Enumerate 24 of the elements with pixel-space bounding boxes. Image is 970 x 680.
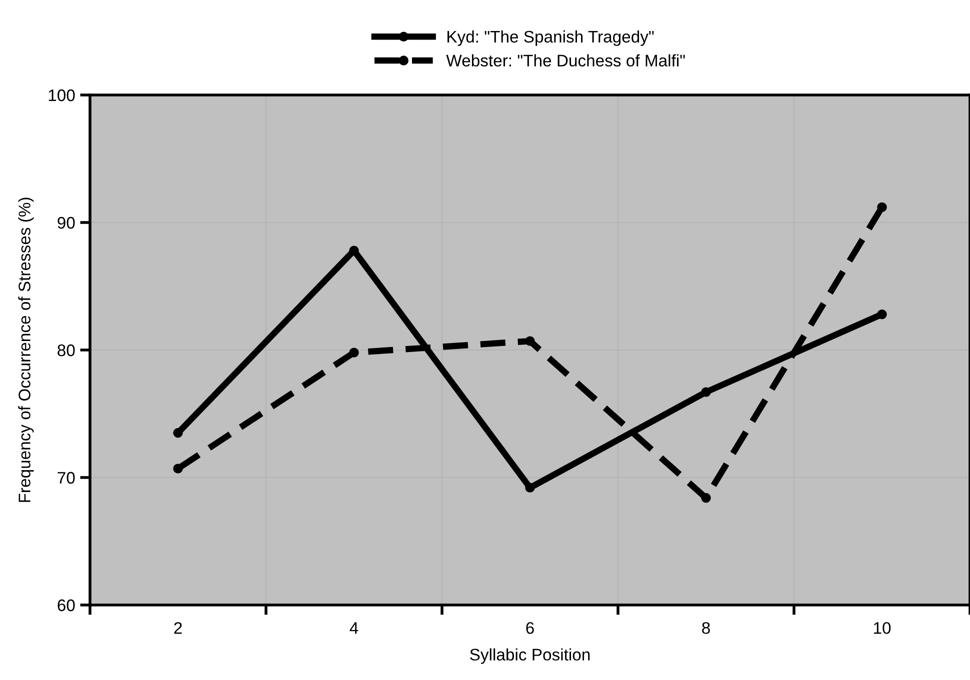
y-tick-label: 60: [58, 599, 75, 612]
point: [701, 387, 711, 397]
point: [349, 348, 359, 358]
legend-label: Kyd: "The Spanish Tragedy": [448, 30, 654, 46]
y-tick-label: 80: [58, 344, 75, 356]
x-axis-title: Syllabic Position: [470, 648, 590, 664]
point: [173, 464, 183, 474]
y-axis-title: Frequency of Occurrence of Stresses (%): [18, 198, 34, 502]
y-tick-label: 70: [58, 472, 75, 484]
point: [525, 482, 535, 493]
point: [525, 336, 535, 346]
x-tick-label: 4: [350, 622, 358, 634]
legend-label: Webster: "The Duchess of Malfi": [446, 54, 685, 67]
point: [877, 202, 887, 212]
y-tick-label: 90: [58, 216, 75, 229]
point: [349, 246, 359, 256]
x-tick-label: 8: [702, 622, 710, 634]
point: [173, 428, 183, 438]
y-tick-label: 100: [48, 89, 75, 102]
x-tick-label: 6: [526, 622, 534, 634]
point: [877, 309, 887, 320]
x-tick-label: 10: [874, 622, 891, 634]
x-tick-label: 2: [174, 622, 182, 634]
point: [701, 493, 711, 503]
